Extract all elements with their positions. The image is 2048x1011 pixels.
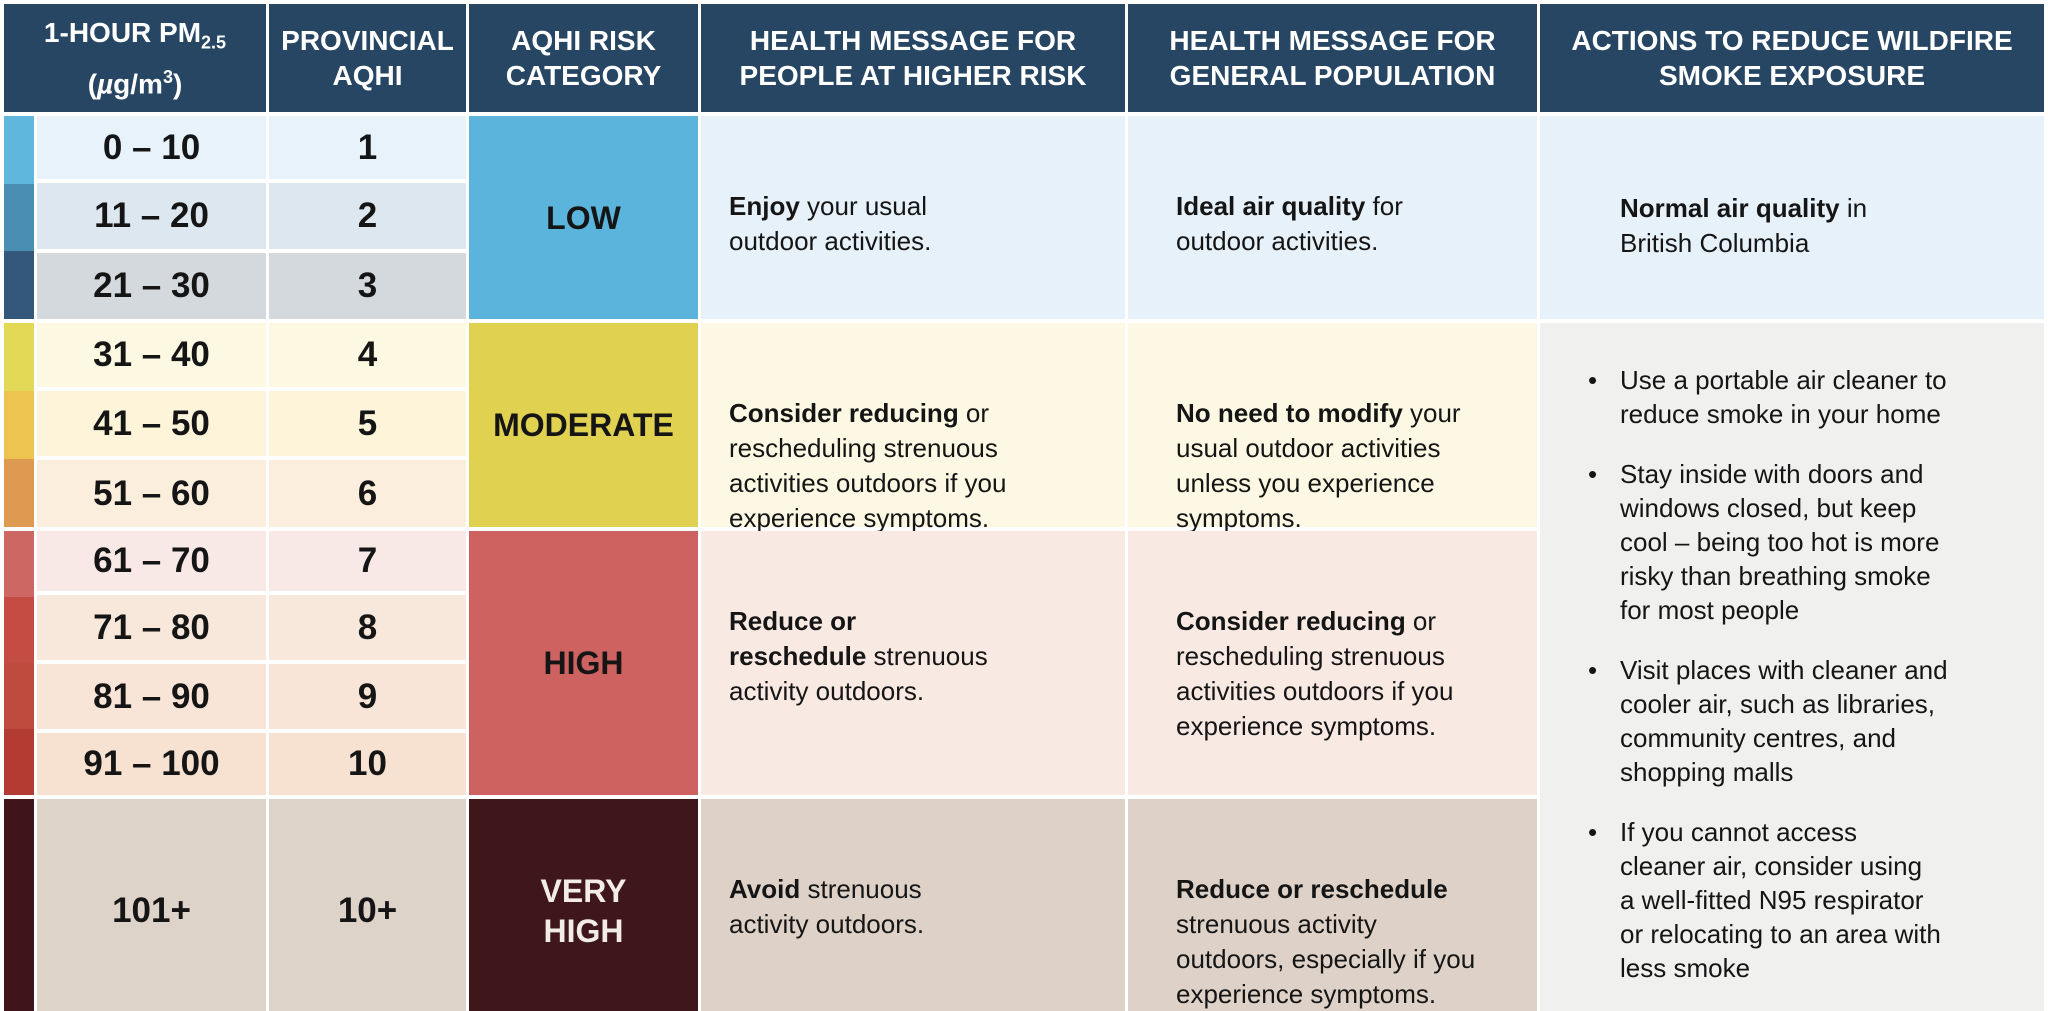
header-pm25: 1-HOUR PM2.5 (µg/m3) [4, 4, 266, 112]
strip-chip-aqhi-2 [4, 183, 34, 252]
message-lead: Normal air quality [1620, 193, 1840, 223]
category-moderate: MODERATE [469, 323, 698, 527]
actions-list: • Use a portable air cleaner to reduce s… [1540, 323, 2044, 1011]
strip-chip-aqhi-9 [4, 663, 34, 729]
bullet-icon: • [1588, 655, 1598, 685]
aqhi-value-cell: 10+ [269, 799, 466, 1011]
category-high: HIGH [469, 531, 698, 795]
message-body: strenuous activity outdoors, especially … [1176, 909, 1476, 1009]
color-strip-low [4, 116, 34, 320]
pm-range-cell: 81 – 90 [37, 664, 266, 729]
pm-range-cell: 101+ [37, 799, 266, 1011]
category-very-high: VERY HIGH [469, 799, 698, 1011]
category-low: LOW [469, 116, 698, 319]
message-body: or rescheduling strenuous activities out… [729, 398, 1007, 533]
action-item: • If you cannot access cleaner air, cons… [1588, 815, 2026, 985]
strip-chip-aqhi-8 [4, 597, 34, 663]
strip-chip-aqhi-4 [4, 323, 34, 391]
header-pm25-unit: (µg/m3) [87, 67, 183, 100]
pm-range-cell: 61 – 70 [37, 531, 266, 591]
message-higher-risk-high: Reduce or reschedule strenuous activity … [701, 531, 1125, 795]
action-text: Stay inside with doors and windows close… [1620, 459, 1940, 625]
header-message-general: HEALTH MESSAGE FOR GENERAL POPULATION [1128, 4, 1537, 112]
action-text: Use a portable air cleaner to reduce smo… [1620, 365, 1947, 429]
color-strip-very-high [4, 799, 34, 1011]
strip-chip-aqhi-5 [4, 391, 34, 459]
action-item: • Visit places with cleaner and cooler a… [1588, 653, 2026, 789]
strip-chip-aqhi-6 [4, 459, 34, 527]
aqhi-value-cell: 7 [269, 531, 466, 591]
color-strip-high [4, 531, 34, 795]
aqhi-value-cell: 3 [269, 253, 466, 319]
header-provincial-aqhi: PROVINCIAL AQHI [269, 4, 466, 112]
aqhi-value-cell: 5 [269, 391, 466, 456]
strip-chip-aqhi-7 [4, 531, 34, 597]
bullet-icon: • [1588, 817, 1598, 847]
actions-low: Normal air quality in British Columbia [1540, 116, 2044, 319]
header-message-higher-risk: HEALTH MESSAGE FOR PEOPLE AT HIGHER RISK [701, 4, 1125, 112]
pm-range-cell: 21 – 30 [37, 253, 266, 319]
message-lead: Reduce or reschedule [1176, 874, 1448, 904]
action-text: Visit places with cleaner and cooler air… [1620, 655, 1948, 787]
message-general-low: Ideal air quality for outdoor activities… [1128, 116, 1537, 319]
message-lead: Enjoy [729, 191, 800, 221]
message-body: strenuous activity outdoors. [729, 641, 988, 706]
pm-range-cell: 91 – 100 [37, 733, 266, 795]
action-text: If you cannot access cleaner air, consid… [1620, 817, 1941, 983]
message-body: in British Columbia [1620, 193, 1868, 258]
bullet-icon: • [1588, 365, 1598, 395]
strip-chip-aqhi-3 [4, 251, 34, 320]
header-actions: ACTIONS TO REDUCE WILDFIRE SMOKE EXPOSUR… [1540, 4, 2044, 112]
message-lead: Consider reducing [729, 398, 959, 428]
aqhi-value-cell: 9 [269, 664, 466, 729]
table-grid: 1-HOUR PM2.5 (µg/m3) PROVINCIAL AQHI AQH… [4, 4, 2044, 1011]
aqhi-value-cell: 4 [269, 323, 466, 387]
aqhi-value-cell: 2 [269, 183, 466, 249]
message-body: your usual outdoor activities. [729, 191, 932, 256]
message-body: for outdoor activities. [1176, 191, 1403, 256]
action-item: • Stay inside with doors and windows clo… [1588, 457, 2026, 627]
pm-range-cell: 11 – 20 [37, 183, 266, 249]
header-pm25-line1: 1-HOUR PM2.5 [43, 16, 227, 53]
pm-range-cell: 0 – 10 [37, 116, 266, 179]
strip-chip-aqhi-10plus [4, 799, 34, 1011]
pm-range-cell: 31 – 40 [37, 323, 266, 387]
aqhi-value-cell: 8 [269, 595, 466, 660]
message-lead: Avoid [729, 874, 801, 904]
header-risk-category: AQHI RISK CATEGORY [469, 4, 698, 112]
message-general-moderate: No need to modify your usual outdoor act… [1128, 323, 1537, 533]
message-higher-risk-moderate: Consider reducing or rescheduling strenu… [701, 323, 1125, 533]
message-lead: No need to modify [1176, 398, 1403, 428]
strip-chip-aqhi-1 [4, 116, 34, 184]
pm-range-cell: 71 – 80 [37, 595, 266, 660]
aqhi-value-cell: 6 [269, 460, 466, 527]
message-body: your usual outdoor activities unless you… [1176, 398, 1461, 533]
pm-range-cell: 51 – 60 [37, 460, 266, 527]
message-lead: Reduce or reschedule [729, 606, 867, 671]
message-higher-risk-very-high: Avoid strenuous activity outdoors. [701, 799, 1125, 1011]
aqhi-value-cell: 10 [269, 733, 466, 795]
message-general-very-high: Reduce or reschedule strenuous activity … [1128, 799, 1537, 1011]
bullet-icon: • [1588, 459, 1598, 489]
message-higher-risk-low: Enjoy your usual outdoor activities. [701, 116, 1125, 319]
pm-range-cell: 41 – 50 [37, 391, 266, 456]
aqhi-value-cell: 1 [269, 116, 466, 179]
color-strip-moderate [4, 323, 34, 527]
message-lead: Consider reducing [1176, 606, 1406, 636]
message-body: strenuous activity outdoors. [729, 874, 925, 939]
message-body: or rescheduling strenuous activities out… [1176, 606, 1454, 741]
message-general-high: Consider reducing or rescheduling strenu… [1128, 531, 1537, 795]
strip-chip-aqhi-10 [4, 729, 34, 795]
message-lead: Ideal air quality [1176, 191, 1366, 221]
action-item: • Use a portable air cleaner to reduce s… [1588, 363, 2026, 431]
